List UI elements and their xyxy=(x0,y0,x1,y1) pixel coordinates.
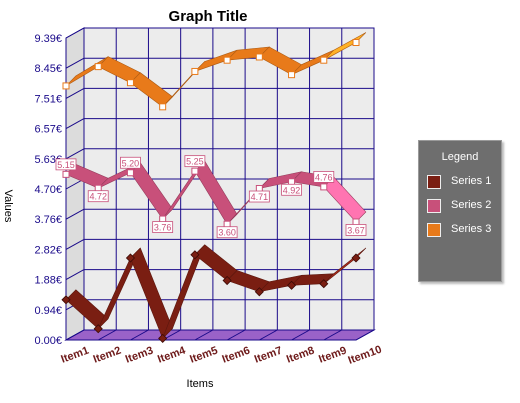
y-tick-label: 4.70€ xyxy=(34,184,62,196)
series-3-point xyxy=(191,67,199,75)
gridline-y-depth xyxy=(65,148,85,160)
legend-swatch-series-1 xyxy=(427,175,441,189)
x-tick-label: Item1 xyxy=(59,345,90,366)
gridline-x-floor xyxy=(323,329,343,341)
series-1-point xyxy=(93,324,103,334)
series-2-label-box xyxy=(248,190,270,203)
series-2-label-box xyxy=(216,226,238,239)
series-2-point xyxy=(191,167,199,175)
gridline-x-floor xyxy=(194,329,214,341)
series-1-point xyxy=(190,250,200,260)
x-tick-label: Item2 xyxy=(92,345,123,366)
series-3-point xyxy=(288,71,296,79)
series-2-data-label: 4.71 xyxy=(251,192,269,202)
series-2-data-label: 5.25 xyxy=(186,157,204,167)
series-3-point xyxy=(352,39,360,47)
gridline-x-floor xyxy=(226,329,246,341)
series-2-point xyxy=(62,170,70,178)
y-tick-label: 1.88€ xyxy=(34,275,62,287)
gridline-x-floor xyxy=(65,329,85,341)
gridline-y-depth xyxy=(65,269,85,281)
y-tick-label: 8.45€ xyxy=(34,63,62,75)
series-3-point xyxy=(62,82,70,90)
y-tick-label: 2.82€ xyxy=(34,244,62,256)
series-2-point xyxy=(320,183,328,191)
series-3-point xyxy=(94,63,102,71)
series-2-label-box xyxy=(87,190,109,203)
x-axis-label: Items xyxy=(186,378,214,390)
series-2-data-label: 4.92 xyxy=(283,185,301,195)
series-2-label-box xyxy=(345,224,367,236)
legend-label-series-3: Series 3 xyxy=(451,223,492,235)
legend-label-series-1: Series 1 xyxy=(451,175,492,187)
series-1-point xyxy=(286,280,297,290)
gridline-y-depth xyxy=(65,27,85,39)
series-2-label-box xyxy=(184,155,206,168)
y-tick-label: 0.94€ xyxy=(34,305,62,317)
legend-label-series-2: Series 2 xyxy=(451,199,492,211)
series-2-label-box xyxy=(281,183,302,196)
gridline-y-depth xyxy=(65,238,85,250)
y-tick-label: 7.51€ xyxy=(34,93,62,105)
gridline-y-depth xyxy=(65,118,85,130)
gridline-y-depth xyxy=(65,57,85,69)
chart-floor xyxy=(64,329,376,341)
gridline-x-floor xyxy=(291,329,310,341)
series-2-label-box xyxy=(120,156,141,169)
series-3-point xyxy=(159,103,167,111)
series-2-point xyxy=(126,169,134,177)
series-3-point xyxy=(320,56,328,64)
x-tick-label: Item7 xyxy=(253,345,284,366)
legend: Legend Series 1 Series 2 Series 3 xyxy=(418,140,502,282)
x-tick-label: Item10 xyxy=(347,344,384,367)
series-2-data-label: 3.76 xyxy=(154,223,172,233)
y-tick-label: 6.57€ xyxy=(34,124,62,136)
x-tick-label: Item3 xyxy=(124,345,155,366)
series-2-data-label: 3.67 xyxy=(347,225,365,235)
y-axis-label: Values xyxy=(2,189,14,223)
series-3-point xyxy=(223,56,231,64)
series-3-point xyxy=(255,53,263,61)
x-tick-label: Item4 xyxy=(156,344,188,365)
series-1-point xyxy=(125,253,136,263)
series-2-data-label: 3.60 xyxy=(218,228,236,238)
y-tick-label: 3.76€ xyxy=(34,214,62,226)
x-tick-label: Item6 xyxy=(221,345,252,366)
gridline-y-depth xyxy=(65,208,85,220)
series-2-label-box xyxy=(152,221,174,233)
series-2-data-label: 4.72 xyxy=(89,192,107,202)
chart-title: Graph Title xyxy=(168,8,248,25)
series-2-data-label: 5.15 xyxy=(57,160,75,170)
gridline-x-floor xyxy=(259,329,278,341)
series-1-point xyxy=(254,287,264,297)
series-1-point xyxy=(222,275,232,286)
series-2-data-label: 4.76 xyxy=(315,172,333,182)
legend-swatch-series-2 xyxy=(427,199,441,213)
gridline-y-depth xyxy=(65,87,85,99)
y-tick-label: 9.39€ xyxy=(34,33,62,45)
legend-swatch-series-3 xyxy=(427,223,441,237)
series-2-label-box xyxy=(55,158,77,171)
series-3-point xyxy=(126,79,134,87)
legend-title: Legend xyxy=(441,151,479,163)
series-2-label-box xyxy=(313,171,335,183)
series-2-data-label: 5.20 xyxy=(122,158,140,168)
x-tick-label: Item5 xyxy=(188,345,219,366)
gridline-x-floor xyxy=(130,329,149,341)
series-1-point xyxy=(61,295,71,305)
gridline-x-floor xyxy=(355,329,375,341)
gridline-x-floor xyxy=(97,329,117,341)
series-1-point xyxy=(158,333,168,343)
y-tick-label: 5.63€ xyxy=(34,154,62,166)
series-1-point xyxy=(351,253,361,263)
x-tick-label: Item8 xyxy=(285,345,316,366)
y-tick-label: 0.00€ xyxy=(34,335,62,347)
series-1-point xyxy=(319,279,329,289)
x-tick-label: Item9 xyxy=(317,345,348,366)
